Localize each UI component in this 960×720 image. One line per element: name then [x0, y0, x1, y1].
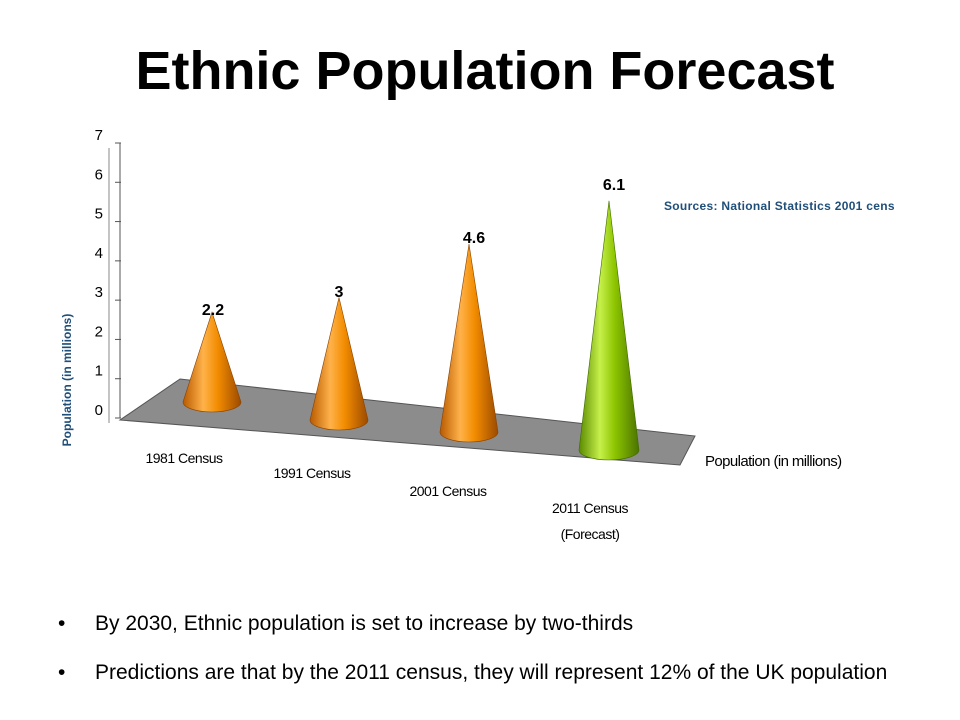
bullet-text: By 2030, Ethnic population is set to inc…: [95, 612, 634, 635]
cone-bar: [309, 297, 369, 431]
data-label: 2.2: [202, 302, 224, 319]
source-note: Sources: National Statistics 2001 cens: [664, 199, 895, 213]
y-tick-label: 0: [95, 402, 103, 419]
bullet-dot: •: [58, 661, 66, 684]
series-axis-label: Population (in millions): [705, 453, 842, 470]
y-tick-label: 2: [95, 323, 103, 340]
data-label: 3: [335, 284, 344, 301]
y-tick-label: 5: [95, 206, 103, 223]
y-tick-label: 3: [95, 284, 103, 301]
y-tick-label: 1: [95, 363, 103, 380]
cone-bar: [439, 244, 499, 443]
bullet-item: • By 2030, Ethnic population is set to in…: [58, 608, 918, 640]
data-label: 4.6: [463, 230, 485, 247]
slide-title: Ethnic Population Forecast: [135, 41, 835, 101]
data-label: 6.1: [603, 177, 625, 194]
y-tick-label: 4: [95, 245, 103, 262]
bullet-list: • By 2030, Ethnic population is set to in…: [58, 608, 918, 706]
cone-bar: [182, 311, 242, 413]
y-axis-title: Population (in millions): [60, 314, 74, 447]
category-label: 1991 Census: [273, 465, 351, 481]
y-tick-label: 6: [95, 166, 103, 183]
category-label: (Forecast): [561, 526, 620, 542]
cone-chart: 0 1 2 3 4 5 6 7 Population (in millions) 2.2 1981…: [60, 127, 843, 542]
chart-floor: [118, 378, 696, 466]
bullet-item: • Predictions are that by the 2011 census…: [58, 657, 918, 689]
cone-forecast: [578, 200, 640, 461]
y-tick-label: 7: [95, 127, 103, 144]
category-label: 2001 Census: [409, 483, 487, 499]
category-label: 1981 Census: [145, 450, 223, 466]
bullet-text: Predictions are that by the 2011 census,…: [95, 661, 888, 684]
bullet-dot: •: [58, 612, 66, 635]
category-label: 2011 Census: [552, 500, 628, 516]
